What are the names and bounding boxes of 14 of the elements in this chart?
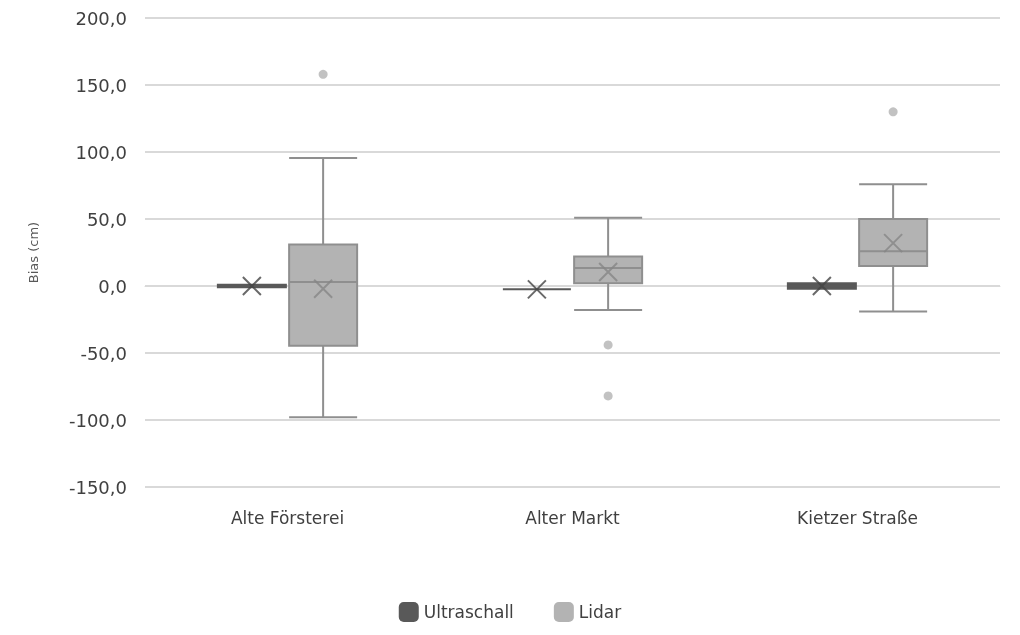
x-tick-label: Alter Markt (525, 507, 621, 528)
y-tick-label: 0,0 (98, 275, 127, 297)
y-tick-label: 150,0 (75, 74, 127, 96)
x-tick-label: Alte Försterei (230, 507, 345, 528)
x-tick-label: Kietzer Straße (797, 507, 918, 528)
legend-label: Lidar (578, 602, 622, 622)
y-axis-title: Bias (cm) (26, 221, 41, 284)
y-tick-label: -100,0 (68, 409, 127, 431)
y-tick-label: 100,0 (75, 141, 127, 163)
y-tick-label: -50,0 (80, 342, 127, 364)
y-tick-label: 200,0 (75, 7, 127, 29)
legend-label: Ultraschall (423, 602, 514, 622)
y-tick-label: -150,0 (68, 476, 127, 498)
y-tick-label: 50,0 (86, 208, 127, 230)
